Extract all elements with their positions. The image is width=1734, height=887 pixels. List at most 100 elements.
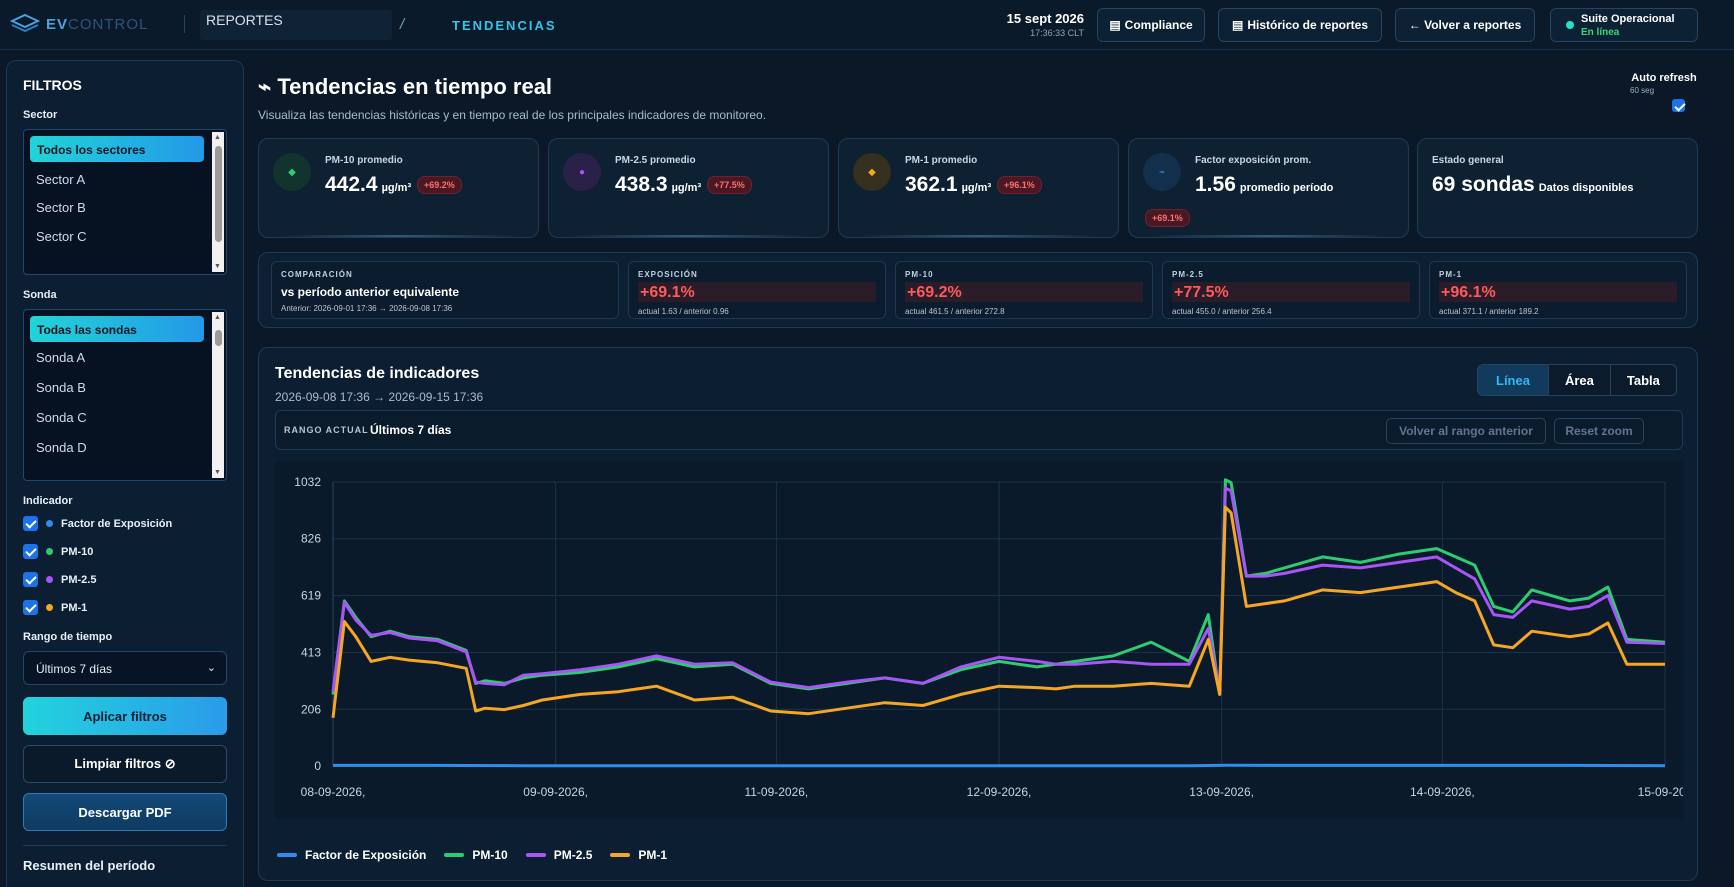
divider (23, 845, 227, 846)
sector-option-selected[interactable]: Todos los sectores (30, 136, 204, 162)
card-accent (569, 235, 808, 237)
series-color-dot (46, 548, 53, 555)
indicator-checkbox-exposure[interactable]: Factor de Exposición (23, 516, 172, 531)
kpi-number: 442.4 (325, 173, 378, 196)
comparison-card-label: PM-1 (1439, 270, 1463, 279)
kpi-label: PM-2.5 promedio (615, 155, 696, 166)
legend-label: Factor de Exposición (305, 848, 427, 862)
sector-scrollbar[interactable]: ▲ ▼ (212, 132, 224, 272)
line-chart[interactable]: 0 206 413 619 826 1032 08-09-2026, 09-09-2026, 1… (275, 462, 1683, 818)
tab-linea[interactable]: Línea (1478, 365, 1548, 395)
card-accent (1149, 235, 1388, 237)
kpi-value: 69 sondas Datos disponibles (1432, 173, 1633, 197)
legend-swatch (444, 853, 465, 857)
comparison-detail: Anterior: 2026-09-01 17:36 → 2026-09-08 … (281, 304, 453, 313)
chevron-down-icon: ⌄ (206, 662, 216, 674)
reset-zoom-button[interactable]: Reset zoom (1554, 418, 1644, 444)
logo-icon (10, 13, 40, 33)
breadcrumb-section[interactable]: REPORTES (200, 10, 392, 40)
legend-item-pm10[interactable]: PM-10 (444, 848, 508, 862)
sonda-option[interactable]: Sonda B (36, 380, 86, 395)
kpi-value: 438.3 µg/m³ +77.5% (615, 173, 752, 197)
scroll-up-icon[interactable]: ▲ (214, 314, 221, 321)
download-pdf-button[interactable]: Descargar PDF (23, 793, 227, 831)
checkbox-icon[interactable] (23, 544, 38, 559)
kpi-value: 442.4 µg/m³ +69.2% (325, 173, 462, 197)
pm1-icon: ◆ (853, 153, 891, 191)
tab-area[interactable]: Área (1547, 365, 1610, 395)
checkbox-icon[interactable] (23, 600, 38, 615)
x-tick-label: 08-09-2026, (301, 785, 366, 799)
indicator-label: PM-1 (61, 601, 88, 614)
sector-option[interactable]: Sector A (36, 172, 86, 187)
clear-filters-button[interactable]: Limpiar filtros ⊘ (23, 745, 227, 783)
y-tick-label: 826 (301, 532, 321, 546)
legend-item-pm25[interactable]: PM-2.5 (525, 848, 592, 862)
indicator-checkbox-pm10[interactable]: PM-10 (23, 544, 93, 559)
scroll-thumb[interactable] (215, 146, 222, 242)
tab-tabla[interactable]: Tabla (1609, 365, 1676, 395)
scroll-down-icon[interactable]: ▼ (214, 263, 221, 270)
sector-label: Sector (23, 109, 58, 121)
compliance-label: Compliance (1124, 18, 1193, 32)
auto-refresh: Auto refresh 60 seg (1630, 72, 1698, 112)
historico-button[interactable]: ▤ Histórico de reportes (1218, 8, 1382, 42)
x-tick-label: 15-09-202 (1638, 785, 1683, 799)
chart-background (275, 462, 1683, 818)
comparison-card-change: +96.1% (1439, 282, 1677, 302)
comparison-card-pm10: PM-10 +69.2% actual 461.5 / anterior 272… (895, 261, 1153, 319)
status-dot-icon (1566, 21, 1574, 29)
kpi-unit: µg/m³ (671, 182, 702, 194)
scroll-down-icon[interactable]: ▼ (214, 469, 221, 476)
sonda-option[interactable]: Sonda D (36, 440, 87, 455)
previous-range-button[interactable]: Volver al rango anterior (1386, 418, 1546, 444)
auto-refresh-checkbox[interactable] (1672, 99, 1685, 112)
breadcrumb-current: TENDENCIAS (452, 18, 557, 33)
checkbox-icon[interactable] (23, 572, 38, 587)
sonda-option[interactable]: Sonda C (36, 410, 87, 425)
current-time: 17:36:33 CLT (1030, 28, 1084, 38)
kpi-number: 362.1 (905, 173, 958, 196)
apply-filters-button[interactable]: Aplicar filtros (23, 697, 227, 735)
compliance-button[interactable]: ▤ Compliance (1097, 8, 1205, 42)
page-title: ⌁ Tendencias en tiempo real (258, 74, 553, 99)
auto-refresh-interval: 60 seg (1630, 86, 1655, 95)
filters-sidebar: FILTROS Sector Todos los sectores Sector… (6, 60, 244, 887)
legend-item-exposure[interactable]: Factor de Exposición (277, 848, 426, 862)
exposure-icon: ⌁ (1143, 153, 1181, 191)
sector-listbox[interactable]: Todos los sectores Sector A Sector B Sec… (23, 129, 227, 275)
kpi-change-badge: +77.5% (706, 176, 752, 195)
suite-status[interactable]: Suite Operacional En línea (1550, 8, 1698, 42)
scroll-thumb[interactable] (215, 330, 222, 346)
x-tick-label: 11-09-2026, (744, 785, 808, 799)
back-to-reports-button[interactable]: ← Volver a reportes (1395, 8, 1535, 42)
indicator-checkbox-pm25[interactable]: PM-2.5 (23, 572, 96, 587)
trend-chart-panel: Tendencias de indicadores 2026-09-08 17:… (258, 347, 1698, 881)
kpi-unit: promedio período (1239, 182, 1334, 194)
app-logo[interactable]: EVCONTROL (10, 13, 148, 35)
time-range-select[interactable]: Últimos 7 días ⌄ (23, 651, 227, 685)
sonda-option-selected[interactable]: Todas las sondas (30, 316, 204, 342)
checkbox-icon[interactable] (23, 516, 38, 531)
series-color-dot (46, 576, 53, 583)
scroll-up-icon[interactable]: ▲ (214, 134, 221, 141)
pm10-icon: ◆ (273, 153, 311, 191)
kpi-label: Factor exposición prom. (1195, 155, 1312, 166)
sector-option[interactable]: Sector C (36, 229, 87, 244)
kpi-number: 1.56 (1195, 173, 1236, 196)
legend-item-pm1[interactable]: PM-1 (610, 848, 667, 862)
sonda-option[interactable]: Sonda A (36, 350, 86, 365)
indicator-checkbox-pm1[interactable]: PM-1 (23, 600, 87, 615)
x-tick-label: 13-09-2026, (1189, 785, 1254, 799)
sonda-listbox[interactable]: Todas las sondas Sonda A Sonda B Sonda C… (23, 309, 227, 481)
sonda-scrollbar[interactable]: ▲ ▼ (212, 312, 224, 478)
report-icon: ▤ (1109, 18, 1121, 32)
pm25-icon: ● (563, 153, 601, 191)
page-subtitle: Visualiza las tendencias históricas y en… (258, 108, 767, 122)
kpi-card-status: Estado general 69 sondas Datos disponible… (1417, 138, 1698, 238)
chart-range: 2026-09-08 17:36 → 2026-09-15 17:36 (275, 390, 484, 404)
sector-option[interactable]: Sector B (36, 200, 86, 215)
current-date: 15 sept 2026 (1006, 11, 1084, 26)
comparison-card-detail: actual 1.63 / anterior 0.96 (638, 307, 729, 316)
series-color-dot (46, 604, 53, 611)
